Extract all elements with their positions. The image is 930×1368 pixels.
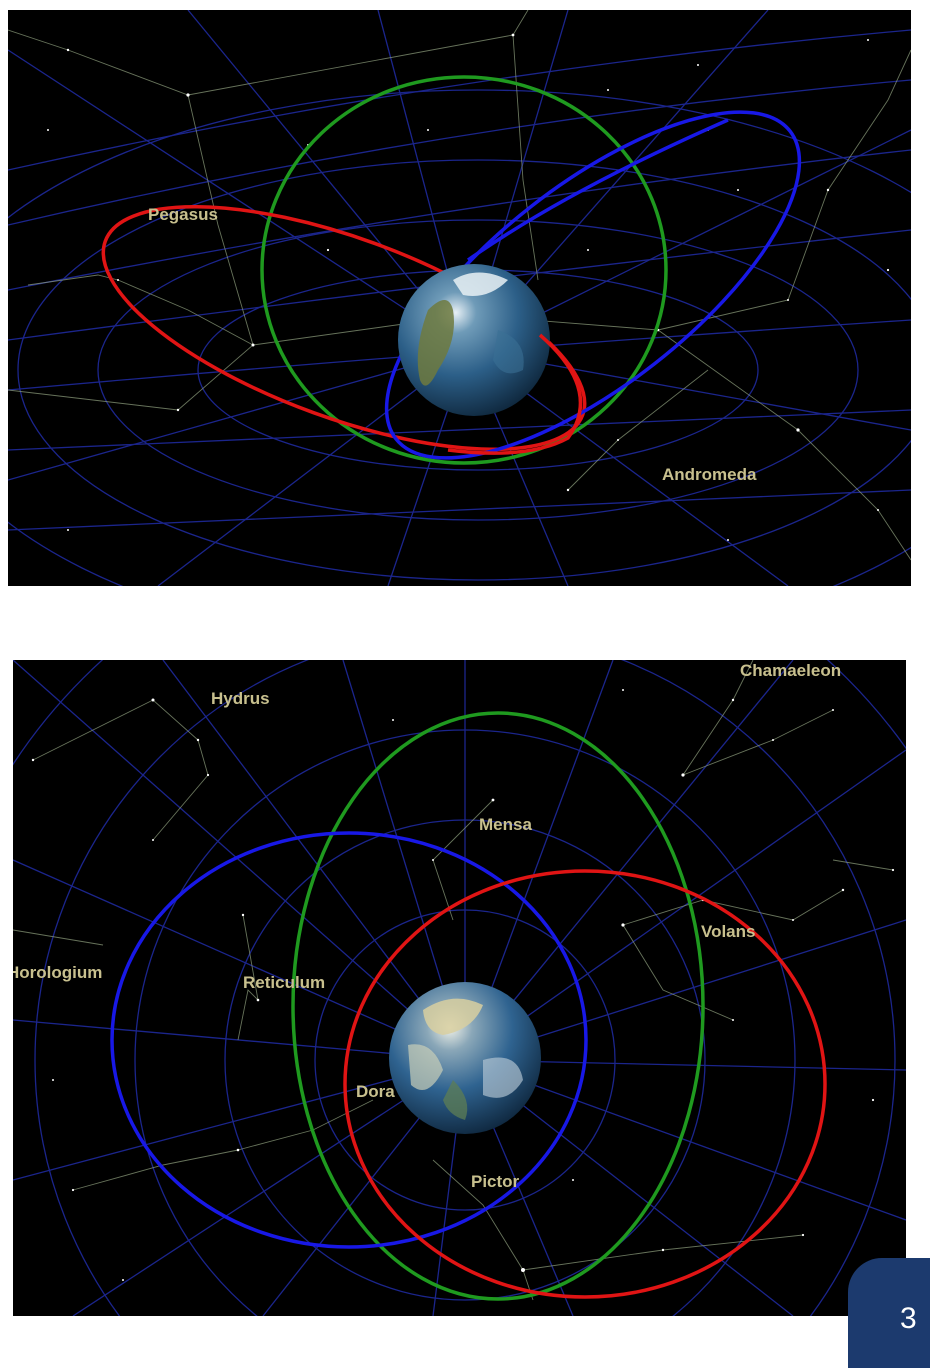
label-pictor: Pictor xyxy=(471,1172,520,1191)
coordinate-grid xyxy=(8,10,911,586)
label-dorado: Dora xyxy=(356,1082,395,1101)
top-sky-canvas: Pegasus Andromeda xyxy=(8,10,911,586)
page-number-badge: 3 xyxy=(848,1258,930,1368)
orbits-back xyxy=(101,75,802,465)
orbits-front xyxy=(447,118,729,455)
label-horologium: Horologium xyxy=(13,963,102,982)
label-mensa: Mensa xyxy=(479,815,532,834)
page-number: 3 xyxy=(900,1302,917,1335)
label-pegasus: Pegasus xyxy=(148,205,218,224)
label-chamaeleon: Chamaeleon xyxy=(740,661,841,680)
label-volans: Volans xyxy=(701,922,755,941)
label-hydrus: Hydrus xyxy=(211,689,270,708)
earth-globe xyxy=(389,982,541,1134)
orbits xyxy=(110,711,827,1301)
label-andromeda: Andromeda xyxy=(662,465,757,484)
top-orbit-view: Pegasus Andromeda xyxy=(8,10,911,586)
bottom-orbit-view: Chamaeleon Hydrus Mensa Volans Horologiu… xyxy=(13,660,906,1316)
bottom-sky-canvas: Chamaeleon Hydrus Mensa Volans Horologiu… xyxy=(13,660,906,1316)
label-reticulum: Reticulum xyxy=(243,973,325,992)
earth-globe xyxy=(398,264,550,416)
